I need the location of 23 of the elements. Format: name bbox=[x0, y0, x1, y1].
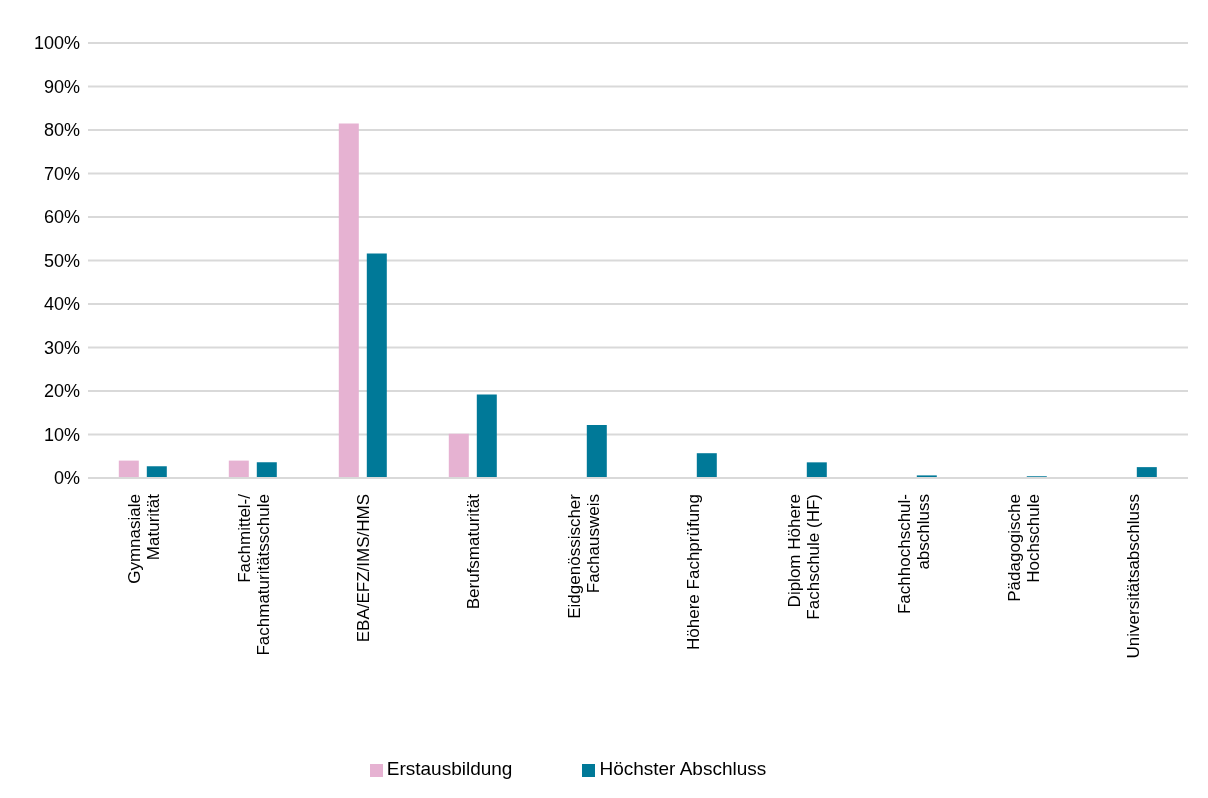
x-tick-label: Gymnasiale Maturität bbox=[124, 493, 163, 584]
x-tick-label: Eidgenössischer Fachausweis bbox=[564, 493, 603, 619]
y-tick-label: 80% bbox=[43, 120, 80, 141]
y-tick-label: 10% bbox=[43, 424, 80, 445]
y-tick-label: 50% bbox=[43, 250, 80, 271]
x-tick-label: EBA/EFZ/IMS/HMS bbox=[354, 494, 373, 643]
y-tick-label: 60% bbox=[43, 207, 80, 228]
x-tick-label: Pädagogische Hochschule bbox=[1004, 494, 1043, 602]
y-tick-label: 30% bbox=[43, 337, 80, 358]
y-tick-label: 40% bbox=[43, 294, 80, 315]
x-tick-label: Universitätsabschluss bbox=[1124, 494, 1143, 659]
y-tick-label: 0% bbox=[53, 468, 80, 489]
x-tick-label: Fachhochschul- abschluss bbox=[894, 494, 933, 615]
x-tick-label: Berufsmaturität bbox=[464, 493, 483, 610]
x-tick-label: Diplom Höhere Fachschule (HF) bbox=[784, 494, 823, 620]
x-tick-label: Höhere Fachprüfung bbox=[684, 494, 703, 650]
x-tick-label: Fachmittel-/ Fachmaturitätsschule bbox=[234, 493, 273, 656]
y-tick-label: 100% bbox=[33, 33, 80, 54]
y-tick-label: 90% bbox=[43, 76, 80, 97]
legend-label: Höchster Abschluss bbox=[599, 758, 767, 779]
legend-label: Erstausbildung bbox=[386, 758, 513, 779]
y-tick-label: 20% bbox=[43, 381, 80, 402]
y-tick-label: 70% bbox=[43, 163, 80, 184]
